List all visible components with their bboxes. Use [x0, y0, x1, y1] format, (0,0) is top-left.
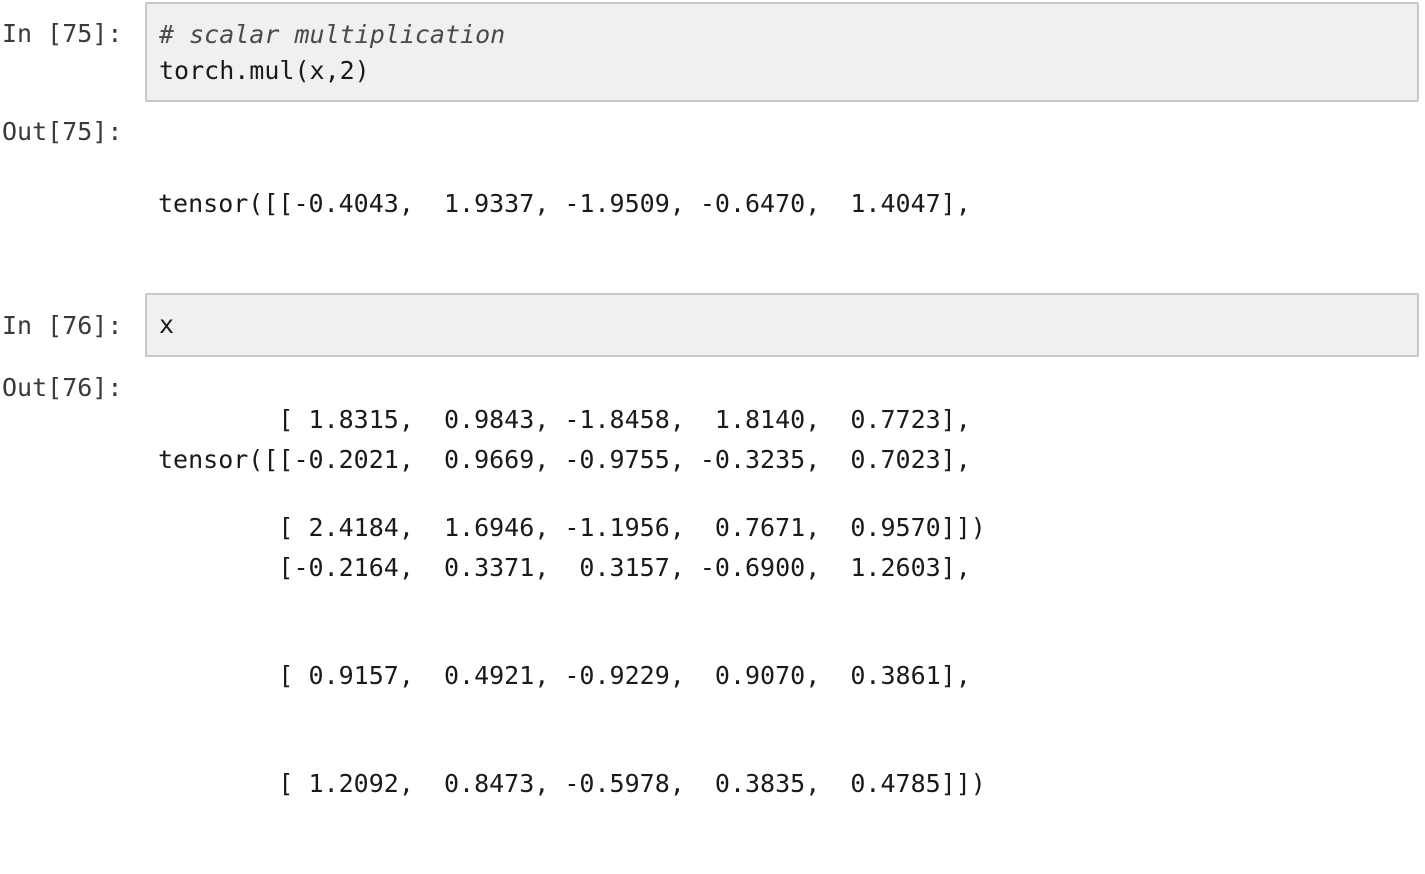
- out-prompt-75: Out[75]:: [2, 117, 123, 146]
- output-line: [-0.2164, 0.3371, 0.3157, -0.6900, 1.260…: [158, 553, 971, 582]
- in-prompt-75: In [75]:: [2, 19, 123, 48]
- output-line: [ 1.8315, 0.9843, -1.8458, 1.8140, 0.772…: [158, 405, 971, 434]
- in-prompt-76: In [76]:: [2, 311, 123, 340]
- code-comment-line: # scalar multiplication: [159, 20, 506, 49]
- code-line: x: [159, 310, 175, 339]
- code-line: torch.mul(x,2): [159, 56, 370, 85]
- output-line: [ 1.2092, 0.8473, -0.5978, 0.3835, 0.478…: [158, 769, 986, 798]
- code-input-75[interactable]: # scalar multiplication torch.mul(x,2): [145, 2, 1419, 102]
- output-76: tensor([[-0.2021, 0.9669, -0.9755, -0.32…: [158, 370, 986, 874]
- out-prompt-76: Out[76]:: [2, 373, 123, 402]
- output-line: [ 0.9157, 0.4921, -0.9229, 0.9070, 0.386…: [158, 661, 971, 690]
- code-input-76[interactable]: x: [145, 293, 1419, 357]
- output-line: tensor([[-0.2021, 0.9669, -0.9755, -0.32…: [158, 445, 971, 474]
- output-line: tensor([[-0.4043, 1.9337, -1.9509, -0.64…: [158, 189, 971, 218]
